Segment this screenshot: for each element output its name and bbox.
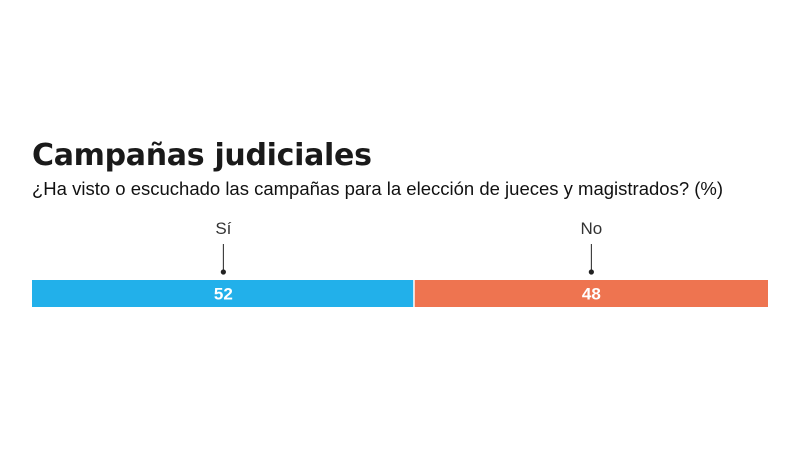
leader-dot-no: [588, 269, 594, 275]
bar-segment-no: [414, 280, 768, 307]
category-label-si: Sí: [215, 219, 231, 238]
chart-subtitle: ¿Ha visto o escuchado las campañas para …: [32, 178, 724, 199]
leader-dot-si: [220, 269, 226, 275]
chart-title: Campañas judiciales: [32, 138, 372, 173]
value-label-si: 52: [214, 285, 233, 304]
bar-segment-si: [32, 280, 414, 307]
value-label-no: 48: [582, 285, 601, 304]
category-label-no: No: [580, 219, 602, 238]
